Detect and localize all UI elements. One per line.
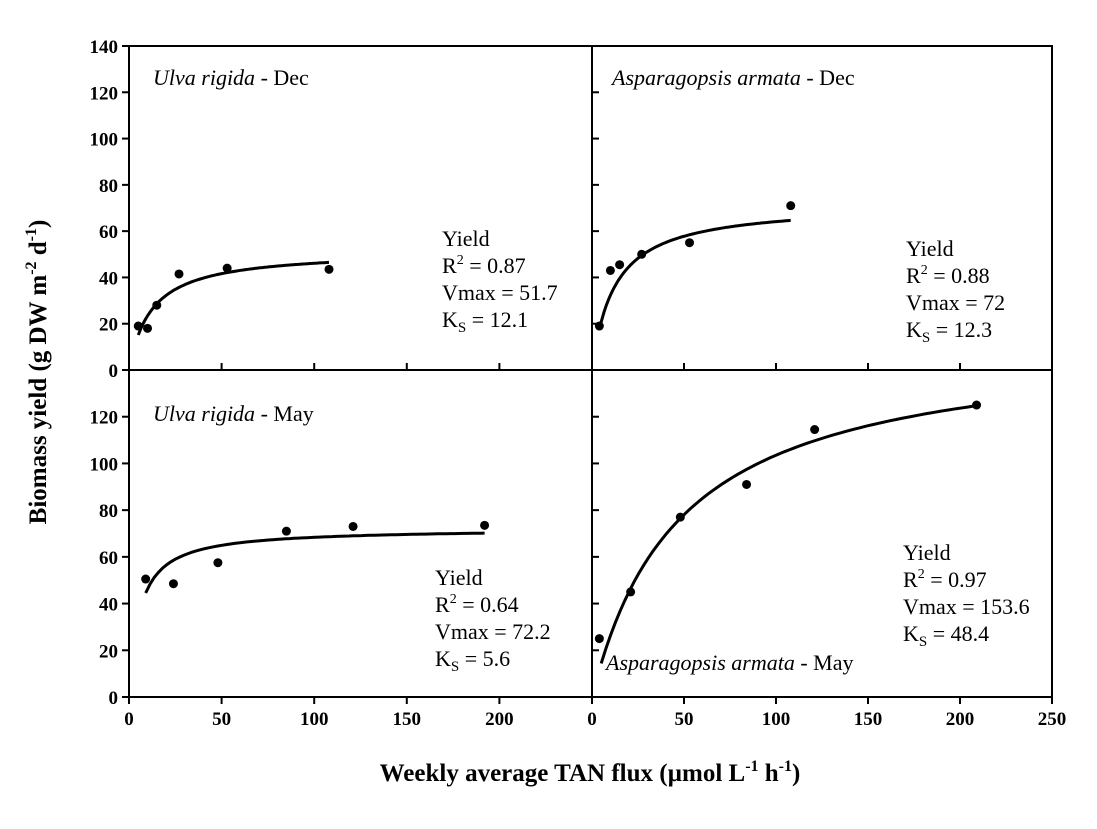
stats-ks: KS = 48.4 xyxy=(903,621,989,650)
y-tick-label: 100 xyxy=(90,454,119,475)
x-tick-label: 250 xyxy=(1038,709,1067,730)
panel-species: Asparagopsis armata xyxy=(610,65,801,90)
fit-curve-asparagopsis-may xyxy=(599,404,977,664)
panel-species: Ulva rigida xyxy=(153,401,255,426)
x-tick-label: 50 xyxy=(675,709,694,730)
x-tick-label: 100 xyxy=(300,709,329,730)
panel-species: Ulva rigida xyxy=(153,65,255,90)
marks-layer xyxy=(133,201,982,664)
stats-ulva-may: Yield R2 = 0.64 Vmax = 72.2 KS = 5.6 xyxy=(435,565,551,675)
stats-r2: R2 = 0.88 xyxy=(906,263,990,288)
x-tick-label: 0 xyxy=(124,709,134,730)
y-tick-label: 100 xyxy=(90,130,119,151)
fit-curve-ulva-dec xyxy=(136,260,330,336)
y-tick-label: 140 xyxy=(90,37,119,58)
x-tick-label: 150 xyxy=(393,709,422,730)
data-point-ulva-dec xyxy=(324,264,334,274)
x-tick-label: 200 xyxy=(946,709,975,730)
panel-species: Asparagopsis armata xyxy=(604,650,795,675)
y-tick-label: 80 xyxy=(99,176,118,197)
data-point-asparagopsis-may xyxy=(626,587,636,597)
y-tick-label: 120 xyxy=(90,408,119,429)
stats-vmax: Vmax = 153.6 xyxy=(903,594,1030,619)
panel-label-ulva-may: Ulva rigida - May xyxy=(153,401,314,426)
data-point-asparagopsis-may xyxy=(742,479,752,489)
x-tick-label: 100 xyxy=(762,709,791,730)
panel-season: - Dec xyxy=(801,65,855,90)
stats-ks: KS = 12.3 xyxy=(906,317,992,346)
y-tick-label: 0 xyxy=(109,688,119,709)
data-point-ulva-dec xyxy=(143,323,153,333)
fit-curve-asparagopsis-dec xyxy=(597,218,791,330)
axes-layer: 0 20 40 60 80 100 120 140 0 20 40 60 80 100 120 0 50 100 1… xyxy=(90,37,1067,730)
stats-vmax: Vmax = 51.7 xyxy=(442,280,558,305)
x-tick-label: 150 xyxy=(854,709,883,730)
x-axis-title: Weekly average TAN flux (µmol L-1 h-1) xyxy=(380,758,801,787)
stats-ks: KS = 12.1 xyxy=(442,307,528,336)
x-tick-label: 50 xyxy=(212,709,231,730)
fit-curve-ulva-may xyxy=(144,531,485,594)
y-tick-label: 80 xyxy=(99,501,118,522)
plot-frame xyxy=(128,45,1053,698)
data-point-asparagopsis-may xyxy=(810,425,820,435)
panel-label-ulva-dec: Ulva rigida - Dec xyxy=(153,65,309,90)
stats-ks: KS = 5.6 xyxy=(435,646,510,675)
data-point-ulva-may xyxy=(480,520,490,530)
y-tick-label: 60 xyxy=(99,548,118,569)
y-axis-title: Biomass yield (g DW m-2 d-1) xyxy=(23,220,52,525)
data-point-ulva-may xyxy=(348,521,358,531)
panel-season: - May xyxy=(255,401,314,426)
data-point-ulva-may xyxy=(141,574,151,584)
x-tick-label: 200 xyxy=(485,709,514,730)
stats-r2: R2 = 0.64 xyxy=(435,592,519,617)
data-point-ulva-may xyxy=(281,526,291,536)
stats-title: Yield xyxy=(906,236,954,261)
x-tick-label: 0 xyxy=(587,709,597,730)
panel-season: - Dec xyxy=(255,65,309,90)
stats-r2: R2 = 0.97 xyxy=(903,567,987,592)
y-tick-label: 40 xyxy=(99,595,118,616)
data-point-ulva-dec xyxy=(133,321,143,331)
data-point-asparagopsis-dec xyxy=(615,260,625,270)
stats-title: Yield xyxy=(903,540,951,565)
data-point-asparagopsis-dec xyxy=(637,249,647,259)
data-point-asparagopsis-may xyxy=(675,512,685,522)
data-point-asparagopsis-dec xyxy=(594,321,604,331)
stats-asparagopsis-may: Yield R2 = 0.97 Vmax = 153.6 KS = 48.4 xyxy=(903,540,1030,650)
stats-asparagopsis-dec: Yield R2 = 0.88 Vmax = 72 KS = 12.3 xyxy=(906,236,1005,346)
data-point-asparagopsis-dec xyxy=(605,265,615,275)
y-tick-label: 20 xyxy=(99,641,118,662)
stats-vmax: Vmax = 72.2 xyxy=(435,619,551,644)
data-point-asparagopsis-may xyxy=(972,400,982,410)
data-point-ulva-dec xyxy=(174,269,184,279)
stats-vmax: Vmax = 72 xyxy=(906,290,1005,315)
data-point-asparagopsis-may xyxy=(594,634,604,644)
data-point-ulva-may xyxy=(213,558,223,568)
panel-label-asparagopsis-may: Asparagopsis armata - May xyxy=(604,650,854,675)
data-point-asparagopsis-dec xyxy=(685,238,695,248)
y-tick-label: 120 xyxy=(90,83,119,104)
stats-ulva-dec: Yield R2 = 0.87 Vmax = 51.7 KS = 12.1 xyxy=(442,226,558,336)
stats-r2: R2 = 0.87 xyxy=(442,253,526,278)
data-point-ulva-may xyxy=(168,579,178,589)
y-tick-label: 20 xyxy=(99,315,118,336)
data-point-ulva-dec xyxy=(152,300,162,310)
panel-label-asparagopsis-dec: Asparagopsis armata - Dec xyxy=(610,65,855,90)
data-point-ulva-dec xyxy=(222,263,232,273)
data-point-asparagopsis-dec xyxy=(786,201,796,211)
y-tick-label: 60 xyxy=(99,222,118,243)
panel-season: - May xyxy=(795,650,854,675)
stats-title: Yield xyxy=(442,226,490,251)
stats-title: Yield xyxy=(435,565,483,590)
y-tick-label: 0 xyxy=(109,361,119,382)
y-tick-label: 40 xyxy=(99,268,118,289)
